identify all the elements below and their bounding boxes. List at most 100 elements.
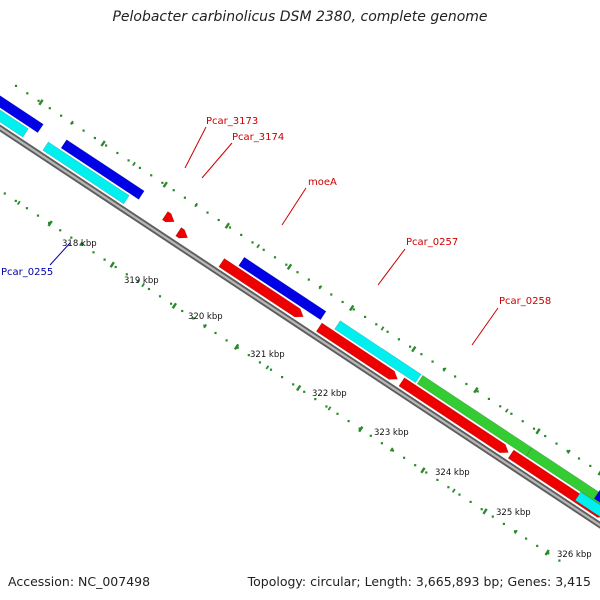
scale-dot xyxy=(403,456,406,459)
scale-dot xyxy=(375,323,378,326)
scale-dot xyxy=(136,280,139,283)
scale-dot xyxy=(409,345,412,348)
scale-dot xyxy=(127,159,130,162)
scale-dot xyxy=(225,339,228,342)
scale-dot xyxy=(555,442,558,445)
major-tick xyxy=(47,220,53,227)
scale-dot xyxy=(14,84,18,87)
major-tick xyxy=(286,263,293,270)
scale-dot xyxy=(292,383,295,386)
scale-dot xyxy=(347,420,350,423)
scale-dot xyxy=(116,151,119,155)
scale-dot xyxy=(192,317,195,320)
scale-dot xyxy=(258,361,261,364)
scale-dot xyxy=(296,271,299,274)
scale-dot xyxy=(566,449,569,453)
scale-dot xyxy=(281,376,284,379)
scale-dot xyxy=(420,353,423,356)
scale-dot xyxy=(48,221,51,224)
scale-dot xyxy=(3,192,6,195)
major-tick xyxy=(482,508,488,515)
major-tick xyxy=(473,387,479,394)
leader-pcar-0257 xyxy=(377,248,406,286)
scale-dot xyxy=(60,114,63,117)
minor-tick xyxy=(256,244,261,249)
minor-tick xyxy=(141,282,145,288)
scale-dot xyxy=(161,181,164,184)
gene-bar-blue-3 xyxy=(238,256,327,321)
gene-label-pcar-0257: Pcar_0257 xyxy=(406,237,458,248)
scale-dot xyxy=(547,552,550,555)
tick-labels: 318 kbp 319 kbp 320 kbp 321 kbp 322 kbp … xyxy=(62,239,592,560)
leader-pcar-3173 xyxy=(184,126,207,169)
gene-bar-cyan-3 xyxy=(334,320,422,384)
scale-dot xyxy=(251,241,254,244)
scale-dot xyxy=(25,207,28,210)
major-tick xyxy=(100,140,106,147)
scale-dot xyxy=(589,464,592,467)
minor-tick xyxy=(318,285,323,290)
scale-dot xyxy=(269,368,273,371)
leader-moea xyxy=(281,187,307,226)
scale-dot xyxy=(436,478,439,481)
minor-tick xyxy=(194,202,198,208)
scale-dot xyxy=(37,99,40,102)
tick-label-319: 319 kbp xyxy=(124,276,159,286)
scale-dot xyxy=(447,486,450,489)
scale-dot xyxy=(391,449,395,452)
minor-tick xyxy=(16,200,21,205)
minor-tick xyxy=(504,408,509,413)
scale-dot xyxy=(181,309,184,313)
scale-dot xyxy=(273,256,277,259)
scale-dot xyxy=(352,308,355,311)
scale-dot xyxy=(93,136,96,140)
scale-dot xyxy=(170,302,173,305)
minor-tick xyxy=(327,406,332,411)
leader-pcar-0255 xyxy=(49,242,71,266)
scale-dot xyxy=(532,427,536,430)
scale-dot xyxy=(330,293,333,296)
genome-backbone xyxy=(0,124,600,529)
scale-dot xyxy=(358,427,361,430)
tick-label-323: 323 kbp xyxy=(374,428,409,438)
scale-dot xyxy=(236,346,239,349)
gene-features xyxy=(0,95,600,518)
tick-label-322: 322 kbp xyxy=(312,389,347,399)
major-tick xyxy=(597,470,600,476)
gene-bar-cyan-1 xyxy=(0,109,29,138)
scale-dot xyxy=(577,457,581,460)
minor-tick xyxy=(389,447,394,452)
leader-pcar-0258 xyxy=(471,307,499,346)
major-tick xyxy=(358,426,364,433)
major-tick xyxy=(162,181,168,188)
scale-dot xyxy=(431,360,434,363)
tick-label-324: 324 kbp xyxy=(435,468,470,478)
scale-dot xyxy=(314,398,317,401)
scale-dot xyxy=(513,530,517,533)
gene-labels: Pcar_3173 Pcar_3174 moeA Pcar_0257 Pcar_… xyxy=(1,116,551,307)
label-leaders xyxy=(49,126,499,346)
gene-label-pcar-3174: Pcar_3174 xyxy=(232,132,284,143)
major-tick xyxy=(38,99,44,106)
scale-dot xyxy=(125,273,128,276)
major-tick xyxy=(295,384,302,392)
scale-dot xyxy=(397,338,400,341)
accession-text: Accession: NC_007498 xyxy=(8,574,151,589)
minor-tick xyxy=(567,449,571,454)
scale-dot xyxy=(36,214,40,217)
scale-dot xyxy=(465,382,468,386)
scale-dot xyxy=(172,189,175,192)
tick-label-325: 325 kbp xyxy=(496,508,531,518)
scale-dot xyxy=(48,107,51,110)
scale-dot xyxy=(217,218,220,222)
scale-dot xyxy=(303,390,306,393)
scale-dot xyxy=(425,471,428,474)
scale-dot xyxy=(499,405,502,408)
genome-summary-text: Topology: circular; Length: 3,665,893 bp… xyxy=(247,574,591,589)
scale-dot xyxy=(502,522,505,525)
scale-dot xyxy=(81,243,84,246)
minor-tick xyxy=(380,326,385,331)
scale-dot xyxy=(510,412,513,415)
major-tick xyxy=(544,549,550,556)
